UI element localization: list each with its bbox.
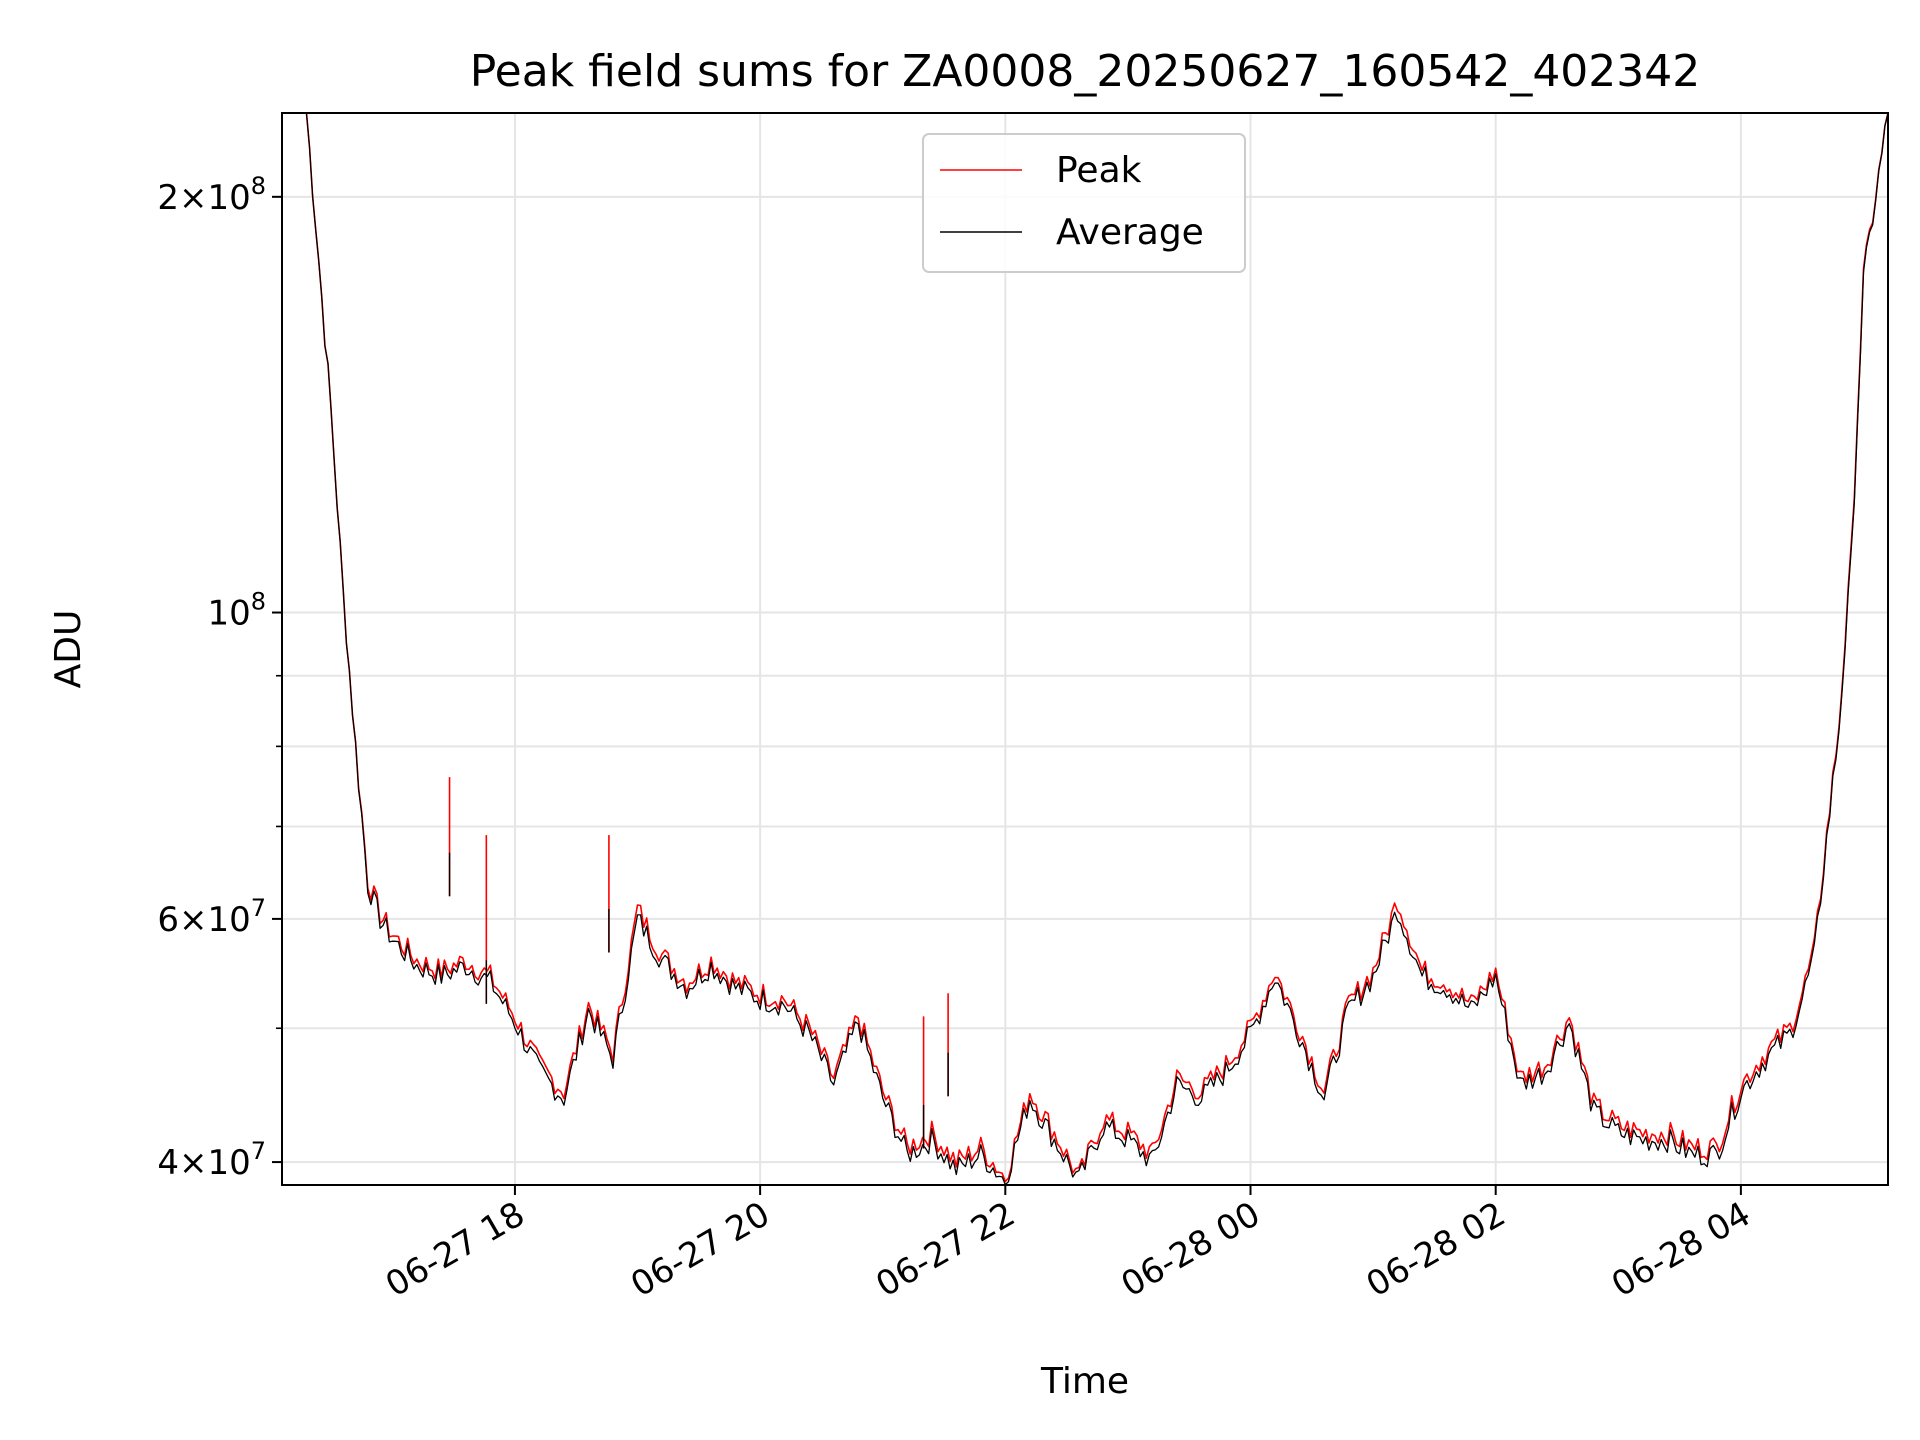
y-tick-label: 108 (207, 588, 266, 634)
y-tick-label-base: 10 (207, 594, 250, 634)
y-tick-label-mantissa: 2× (157, 178, 207, 218)
y-tick-label: 2×108 (157, 172, 266, 218)
legend: Peak Average (922, 133, 1246, 273)
plot-frame (281, 112, 1889, 1186)
y-tick-label-base: 10 (207, 1143, 250, 1183)
y-tick-label-base: 10 (207, 900, 250, 940)
series-lines (282, 113, 1888, 1185)
y-tick-label-exponent: 7 (251, 894, 266, 922)
y-tick-label-exponent: 7 (251, 1137, 266, 1165)
x-axis-label: Time (1040, 1361, 1129, 1402)
y-tick-label-mantissa: 4× (157, 1143, 207, 1183)
y-tick-label-exponent: 8 (251, 172, 266, 200)
legend-average-label: Average (1056, 212, 1204, 253)
chart-title: Peak field sums for ZA0008_20250627_1605… (470, 46, 1701, 97)
y-tick-label: 4×107 (157, 1137, 266, 1183)
y-tick-label-exponent: 8 (251, 588, 266, 616)
series-average-line (282, 113, 1888, 1185)
y-tick-label-mantissa: 6× (157, 900, 207, 940)
y-tick-label: 6×107 (157, 894, 266, 940)
legend-peak-label: Peak (1056, 150, 1142, 191)
y-axis-label: ADU (48, 610, 89, 689)
y-tick-label-base: 10 (207, 178, 250, 218)
legend-box (922, 133, 1246, 273)
